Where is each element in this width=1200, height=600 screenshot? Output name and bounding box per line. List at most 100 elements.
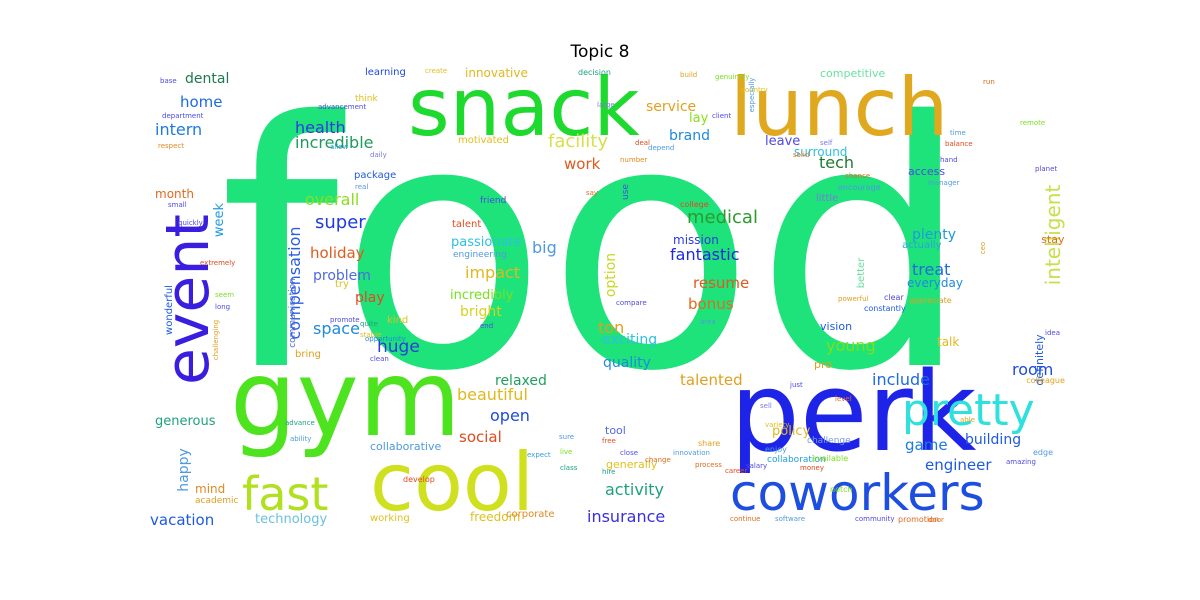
word-gym: gym: [230, 338, 461, 460]
word-motivated: motivated: [458, 135, 509, 146]
word-super: super: [315, 212, 366, 233]
word-bring: bring: [295, 349, 321, 360]
word-expect: expect: [527, 451, 551, 459]
word-advance: advance: [285, 419, 315, 427]
word-edge: edge: [1033, 448, 1053, 457]
word-overall: overall: [305, 190, 359, 209]
word-collaborative: collaborative: [370, 440, 441, 453]
word-colleague: colleague: [1026, 376, 1065, 385]
word-leave: leave: [765, 134, 800, 149]
word-coworkers: coworkers: [730, 464, 985, 522]
word-mission: mission: [673, 233, 719, 247]
word-snack: snack: [408, 65, 640, 154]
word-build: build: [680, 71, 697, 79]
word-event: event: [153, 214, 223, 385]
word-innovative: innovative: [465, 66, 528, 80]
word-time: time: [950, 129, 966, 137]
word-play: play: [355, 290, 385, 306]
word-health: health: [295, 118, 346, 137]
word-perk: perk: [730, 348, 977, 476]
word-idea: idea: [1045, 329, 1060, 337]
word-engineering: engineering: [453, 250, 507, 260]
word-young: young: [826, 336, 876, 355]
word-communication: communication: [288, 278, 298, 348]
word-tech: tech: [819, 153, 854, 172]
word-promotion: promotion: [898, 515, 939, 524]
word-powerful: powerful: [838, 295, 869, 303]
word-develop: develop: [403, 475, 435, 484]
word-process: process: [695, 461, 722, 469]
word-career: career: [725, 467, 747, 475]
word-relaxed: relaxed: [495, 373, 547, 389]
word-competitive: competitive: [820, 67, 885, 80]
word-use: use: [621, 184, 631, 200]
word-talent: talent: [452, 219, 481, 230]
word-working: working: [370, 513, 410, 524]
word-manager: manager: [928, 179, 960, 187]
word-fast: fast: [242, 467, 328, 521]
word-stable: stable: [360, 331, 381, 339]
word-small: small: [168, 201, 187, 209]
word-problem: problem: [313, 268, 371, 284]
word-pretty: pretty: [902, 385, 1035, 436]
word-generous: generous: [155, 414, 216, 429]
word-allow: allow: [330, 143, 348, 151]
word-better: better: [856, 257, 867, 288]
word-enjoy: enjoy: [765, 445, 787, 454]
word-everyday: everyday: [907, 276, 963, 290]
word-intern: intern: [155, 120, 202, 139]
word-game: game: [905, 436, 948, 454]
word-base: base: [160, 77, 177, 85]
word-lunch: lunch: [730, 65, 948, 154]
word-vision: vision: [820, 320, 852, 333]
word-open: open: [490, 406, 530, 425]
word-beautiful: beautiful: [457, 385, 528, 404]
word-advancement: advancement: [318, 103, 366, 111]
word-live: live: [560, 448, 572, 456]
word-large: large: [597, 101, 615, 109]
word-sure: sure: [559, 433, 574, 441]
word-incredible: incredible: [295, 133, 374, 152]
word-balance: balance: [945, 140, 973, 148]
word-free: free: [602, 437, 616, 445]
word-actually: actually: [902, 240, 942, 251]
word-friend: friend: [480, 196, 506, 206]
word-huge: huge: [377, 337, 420, 357]
word-corporate: corporate: [506, 509, 555, 520]
word-just: just: [789, 381, 803, 389]
word-vacation: vacation: [150, 511, 214, 529]
word-level: level: [835, 395, 852, 403]
word-share: share: [698, 439, 720, 448]
word-space: space: [313, 319, 360, 338]
word-month: month: [155, 187, 194, 201]
word-hire: hire: [602, 468, 615, 476]
word-bright: bright: [460, 304, 502, 320]
word-building: building: [965, 432, 1021, 448]
word-end: end: [480, 322, 493, 330]
word-technology: technology: [255, 512, 327, 527]
word-ton: ton: [598, 318, 624, 337]
word-impact: impact: [465, 263, 520, 282]
word-daily: daily: [370, 151, 387, 159]
word-quickly: quickly: [178, 219, 203, 227]
word-sell: sell: [760, 402, 772, 410]
word-service: service: [646, 99, 696, 115]
word-software: software: [775, 515, 805, 523]
word-try: try: [335, 279, 349, 290]
word-clear: clear: [884, 293, 904, 302]
word-hand: hand: [940, 156, 958, 164]
word-policy: policy: [772, 424, 811, 439]
word-compensation: compensation: [285, 226, 304, 339]
word-brand: brand: [669, 128, 710, 144]
word-planet: planet: [1035, 165, 1057, 173]
word-dental: dental: [185, 71, 229, 87]
word-stay: stay: [1041, 233, 1065, 246]
word-passionate: passionate: [451, 235, 522, 250]
word-ability: ability: [290, 435, 311, 443]
word-college: college: [680, 200, 709, 209]
word-department: department: [162, 112, 204, 120]
word-create: create: [425, 67, 447, 75]
word-social: social: [459, 428, 502, 446]
word-challenge: challenge: [807, 436, 851, 446]
